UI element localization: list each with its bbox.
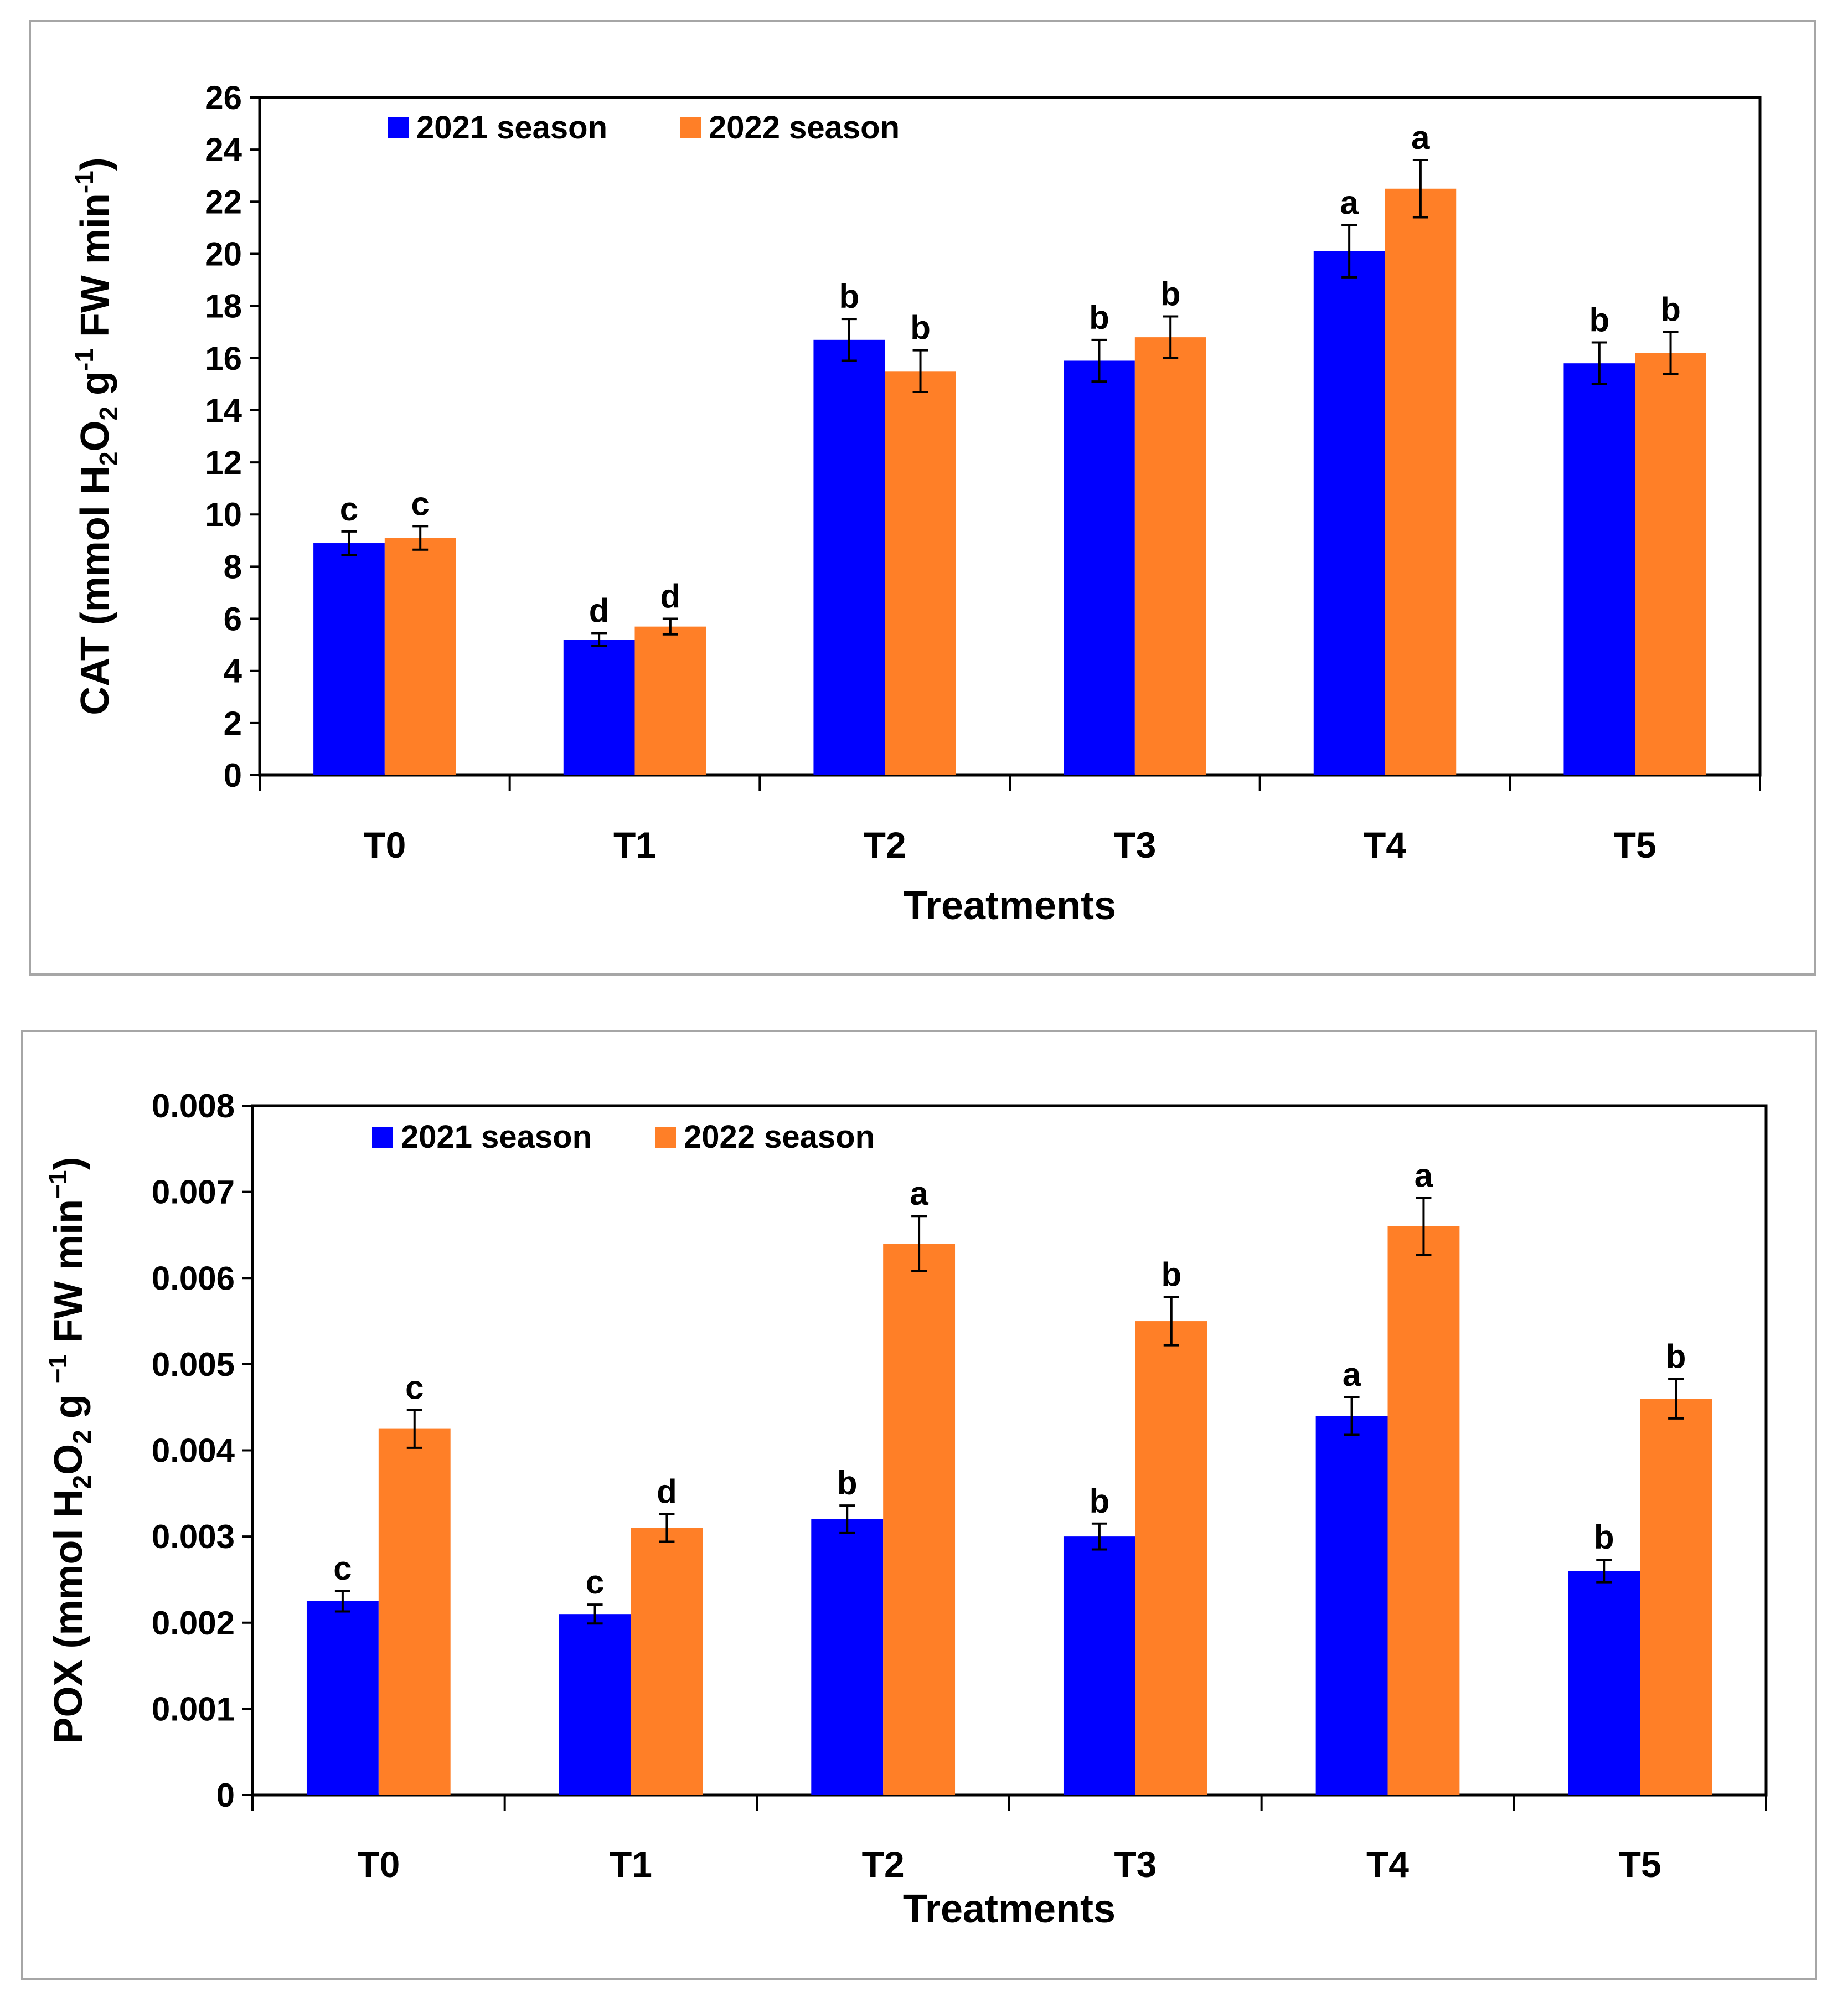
bar-2022-season-T3 <box>1134 337 1206 775</box>
x-tick-label: T1 <box>610 1844 652 1885</box>
significance-letter: b <box>837 1464 858 1502</box>
y-tick-label: 0.003 <box>152 1518 235 1555</box>
significance-letter: b <box>1660 291 1681 328</box>
significance-letter: b <box>1160 275 1181 312</box>
y-tick-label: 6 <box>224 601 242 638</box>
significance-letter: a <box>1343 1356 1361 1393</box>
significance-letter: b <box>1589 302 1609 339</box>
legend-label: 2021 season <box>401 1119 592 1155</box>
x-tick-label: T2 <box>862 1844 905 1885</box>
y-tick-label: 14 <box>205 392 242 429</box>
bar-2021-season-T2 <box>813 339 885 775</box>
y-tick-label: 16 <box>205 340 242 377</box>
y-tick-label: 0.008 <box>152 1087 235 1125</box>
bar-2022-season-T5 <box>1635 353 1706 775</box>
x-tick-label: T3 <box>1113 824 1156 865</box>
bar-2021-season-T4 <box>1313 251 1385 775</box>
y-tick-label: 0.005 <box>152 1346 235 1383</box>
x-tick-label: T5 <box>1614 824 1656 865</box>
x-tick-label: T4 <box>1364 824 1406 865</box>
significance-letter: b <box>1666 1338 1686 1375</box>
bar-2021-season-T5 <box>1563 363 1635 775</box>
bar-2022-season-T2 <box>883 1244 956 1795</box>
y-tick-label: 24 <box>205 131 242 168</box>
y-tick-label: 0.007 <box>152 1174 235 1211</box>
y-tick-label: 12 <box>205 444 242 481</box>
y-tick-label: 22 <box>205 183 242 220</box>
significance-letter: b <box>1089 299 1109 336</box>
pox-chart: 0 0.001 0.002 0.003 0.004 0.005 0.006 0.007 0.00… <box>43 1087 1768 1931</box>
significance-letter: c <box>411 485 430 522</box>
x-tick-label: T0 <box>357 1844 400 1885</box>
bar-2022-season-T4 <box>1385 188 1457 775</box>
x-tick-label: T1 <box>613 824 656 865</box>
bar-2021-season-T1 <box>563 640 635 775</box>
bar-2022-season-T0 <box>378 1428 451 1795</box>
significance-letter: b <box>1161 1256 1181 1293</box>
x-tick-label: T4 <box>1366 1844 1409 1885</box>
y-tick-label: 4 <box>224 653 242 690</box>
y-axis-title: CAT (mmol H2O2 g-1 FW min-1) <box>70 157 123 715</box>
y-tick-label: 0.004 <box>152 1432 235 1469</box>
legend-swatch-2021-season <box>388 117 409 138</box>
bar-2022-season-T4 <box>1387 1226 1460 1795</box>
significance-letter: b <box>1594 1519 1614 1556</box>
significance-letter: d <box>657 1473 677 1510</box>
significance-letter: a <box>1411 119 1430 156</box>
significance-letter: a <box>1415 1157 1433 1194</box>
legend-swatch-2022-season <box>680 117 701 138</box>
bar-2021-season-T2 <box>811 1519 884 1795</box>
bar-2022-season-T2 <box>885 371 956 775</box>
bar-2021-season-T4 <box>1315 1416 1388 1795</box>
bar-2021-season-T3 <box>1063 1536 1135 1795</box>
significance-letter: b <box>1090 1483 1110 1520</box>
legend-label: 2022 season <box>684 1119 875 1155</box>
x-tick-label: T2 <box>864 824 906 865</box>
x-tick-label: T0 <box>363 824 406 865</box>
significance-letter: c <box>586 1564 604 1601</box>
y-tick-label: 2 <box>224 705 242 742</box>
significance-letter: a <box>910 1175 928 1212</box>
y-tick-label: 0 <box>224 757 242 794</box>
significance-letter: d <box>660 578 681 615</box>
y-tick-label: 18 <box>205 288 242 325</box>
bar-2021-season-T3 <box>1064 360 1135 775</box>
significance-letter: a <box>1340 184 1359 221</box>
bar-2022-season-T5 <box>1640 1399 1712 1795</box>
legend-label: 2022 season <box>709 110 900 146</box>
legend-swatch-2022-season <box>655 1127 676 1148</box>
y-axis-title: POX (mmol H2O2 g −1 FW min−1) <box>43 1157 96 1744</box>
y-tick-label: 20 <box>205 235 242 272</box>
bar-2022-season-T1 <box>631 1528 703 1795</box>
x-tick-label: T5 <box>1619 1844 1661 1885</box>
bar-2021-season-T1 <box>559 1614 631 1795</box>
bar-2022-season-T3 <box>1135 1321 1207 1795</box>
x-axis-title: Treatments <box>903 1887 1116 1931</box>
bar-2022-season-T1 <box>634 626 706 775</box>
y-tick-label: 0 <box>216 1777 235 1814</box>
bar-2021-season-T0 <box>313 543 385 775</box>
bar-2022-season-T0 <box>384 538 456 775</box>
y-tick-label: 0.002 <box>152 1605 235 1642</box>
significance-letter: c <box>333 1550 352 1587</box>
x-axis-title: Treatments <box>904 884 1116 928</box>
significance-letter: b <box>839 278 859 315</box>
y-tick-label: 26 <box>205 79 242 116</box>
y-tick-label: 0.006 <box>152 1260 235 1297</box>
x-tick-label: T3 <box>1114 1844 1157 1885</box>
significance-letter: c <box>340 491 358 528</box>
legend-swatch-2021-season <box>372 1127 393 1148</box>
legend-label: 2021 season <box>416 110 607 146</box>
bar-2021-season-T0 <box>306 1601 379 1795</box>
y-tick-label: 8 <box>224 548 242 585</box>
bar-2021-season-T5 <box>1568 1571 1640 1795</box>
significance-letter: b <box>910 310 931 347</box>
significance-letter: c <box>405 1369 424 1406</box>
y-tick-label: 0.001 <box>152 1690 235 1727</box>
y-tick-label: 10 <box>205 496 242 533</box>
significance-letter: d <box>589 592 610 629</box>
